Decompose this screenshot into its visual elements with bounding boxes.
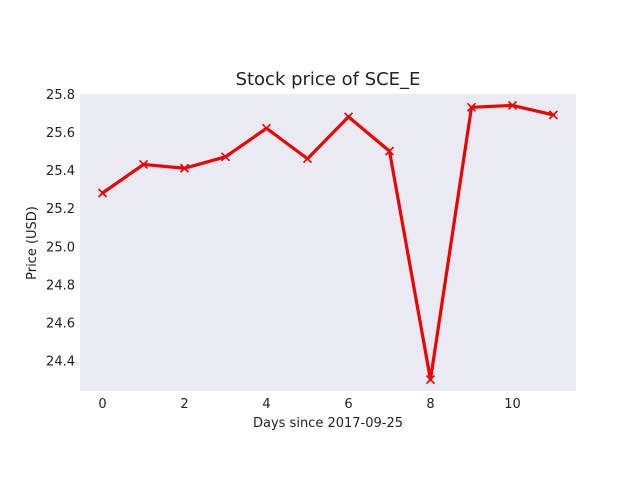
- data-point-marker: [343, 112, 354, 122]
- data-point-marker: [507, 100, 518, 110]
- x-tick-label: 8: [426, 397, 434, 412]
- data-point-marker: [466, 102, 477, 112]
- x-axis-label: Days since 2017-09-25: [253, 416, 403, 431]
- y-tick-label: 25.8: [46, 88, 75, 103]
- y-tick-label: 25.2: [46, 202, 75, 217]
- x-tick-label: 10: [504, 397, 521, 412]
- y-axis-label: Price (USD): [25, 206, 40, 280]
- data-point-marker: [97, 188, 108, 198]
- plot-area: [80, 94, 576, 391]
- x-tick-label: 0: [98, 397, 106, 412]
- data-point-marker: [220, 152, 231, 162]
- y-tick-label: 25.6: [46, 126, 75, 141]
- y-tick-label: 24.4: [46, 355, 75, 370]
- series-group: [97, 100, 559, 385]
- chart-title: Stock price of SCE_E: [236, 69, 421, 90]
- x-tick-label: 6: [344, 397, 352, 412]
- data-point-marker: [261, 123, 272, 133]
- y-tick-label: 24.8: [46, 278, 75, 293]
- data-point-marker: [179, 163, 190, 173]
- y-tick-labels: 24.4 24.6 24.8 25.0 25.2 25.4 25.6 25.8: [46, 88, 75, 370]
- data-point-marker: [302, 154, 313, 164]
- x-tick-label: 4: [262, 397, 270, 412]
- data-point-marker: [425, 375, 436, 385]
- y-tick-label: 25.0: [46, 240, 75, 255]
- y-tick-label: 25.4: [46, 164, 75, 179]
- data-point-marker: [384, 146, 395, 156]
- y-tick-label: 24.6: [46, 316, 75, 331]
- x-tick-label: 2: [180, 397, 188, 412]
- data-point-marker: [548, 110, 559, 120]
- data-point-marker: [138, 159, 149, 170]
- x-tick-labels: 0 2 4 6 8 10: [98, 397, 520, 412]
- series-line: [100, 103, 556, 382]
